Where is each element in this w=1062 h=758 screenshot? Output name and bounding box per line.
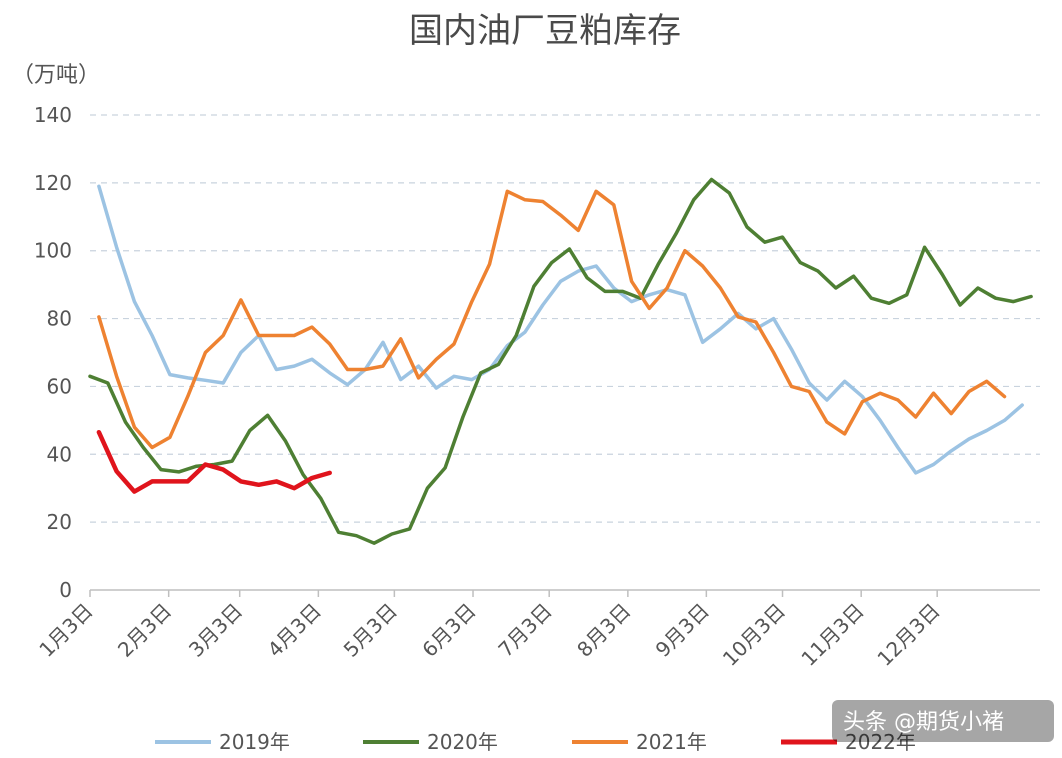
y-tick-label: 140 xyxy=(34,103,72,127)
legend-label: 2019年 xyxy=(219,730,290,754)
series-line-2019年 xyxy=(97,184,1024,475)
x-tick-label: 4月3日 xyxy=(263,599,326,662)
y-axis-ticks: 0 20 40 60 80 100 120 140 xyxy=(34,103,72,602)
y-tick-label: 40 xyxy=(47,442,72,466)
x-tick-label: 6月3日 xyxy=(417,599,480,662)
y-tick-label: 60 xyxy=(47,374,72,398)
x-tick-label: 12月3日 xyxy=(872,599,944,671)
x-tick-label: 3月3日 xyxy=(184,599,247,662)
legend: 2019年 2020年 2021年 2022年 xyxy=(155,730,916,754)
watermark: 头条 @期货小褚 xyxy=(832,700,1054,742)
series-line-2021年 xyxy=(97,189,1007,450)
x-tick-label: 1月3日 xyxy=(34,599,97,662)
y-tick-label: 0 xyxy=(59,578,72,602)
y-tick-label: 120 xyxy=(34,171,72,195)
x-tick-label: 10月3日 xyxy=(718,599,790,671)
legend-label: 2020年 xyxy=(427,730,498,754)
series-lines xyxy=(88,177,1033,545)
x-tick-label: 8月3日 xyxy=(572,599,635,662)
y-tick-label: 80 xyxy=(47,307,72,331)
x-axis-ticks: 1月3日 2月3日 3月3日 4月3日 5月3日 6月3日 7月3日 8月3日 9月3日 10月3… xyxy=(34,590,945,671)
x-tick-label: 2月3日 xyxy=(113,599,176,662)
y-axis-unit-label: （万吨） xyxy=(12,63,100,88)
watermark-background xyxy=(832,700,1054,742)
x-tick-label: 5月3日 xyxy=(339,599,402,662)
series-line-2022年 xyxy=(96,429,332,494)
x-tick-label: 7月3日 xyxy=(493,599,556,662)
chart-title: 国内油厂豆粕库存 xyxy=(409,11,681,51)
series-line-2020年 xyxy=(88,177,1033,545)
x-tick-label: 11月3日 xyxy=(796,599,868,671)
y-tick-label: 20 xyxy=(47,510,72,534)
x-tick-label: 9月3日 xyxy=(651,599,714,662)
legend-label: 2021年 xyxy=(636,730,707,754)
y-tick-label: 100 xyxy=(34,239,72,263)
watermark-text: 头条 @期货小褚 xyxy=(843,710,1004,735)
legend-label: 2022年 xyxy=(845,730,916,754)
